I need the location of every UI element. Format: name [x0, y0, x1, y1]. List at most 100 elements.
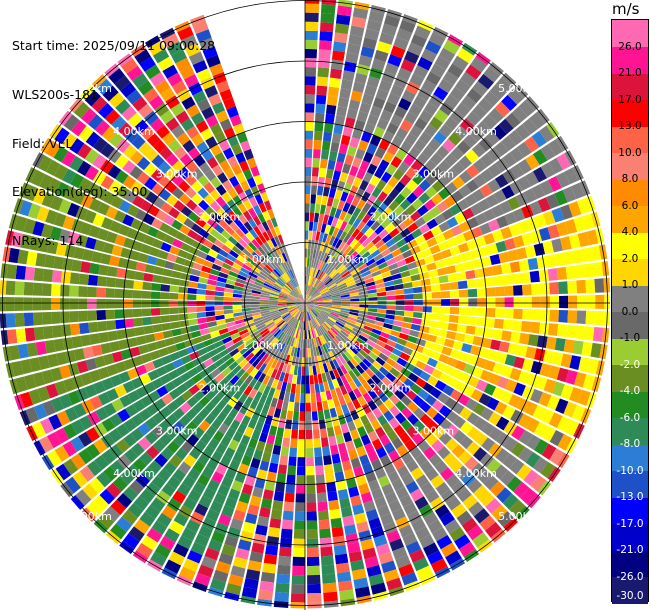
range-gate: [467, 478, 483, 494]
range-gate: [469, 127, 484, 142]
range-gate: [411, 518, 426, 532]
range-gate: [321, 274, 329, 283]
range-gate: [289, 392, 296, 403]
range-gate: [528, 334, 539, 347]
range-gate: [232, 336, 243, 344]
range-gate: [307, 276, 311, 286]
range-gate: [301, 303, 305, 312]
range-gate: [207, 479, 220, 492]
range-gate: [355, 474, 367, 486]
range-gate: [251, 290, 261, 295]
range-gate: [485, 308, 496, 318]
range-gate: [424, 340, 435, 350]
range-gate: [306, 556, 320, 567]
range-gate: [356, 406, 366, 418]
range-gate: [248, 254, 258, 263]
range-gate: [331, 526, 344, 538]
range-gate: [77, 160, 92, 176]
range-gate: [291, 429, 298, 439]
range-gate: [366, 194, 377, 206]
range-gate: [313, 212, 320, 223]
range-gate: [233, 315, 244, 321]
range-gate: [329, 286, 339, 292]
range-gate: [228, 361, 239, 371]
range-gate: [461, 95, 477, 111]
range-gate: [281, 274, 289, 283]
range-gate: [283, 501, 294, 512]
range-gate: [227, 187, 238, 199]
range-gate: [273, 329, 282, 338]
range-gate: [486, 243, 499, 255]
range-gate: [447, 322, 458, 332]
range-gate: [84, 209, 97, 224]
range-gate: [203, 373, 214, 384]
range-gate: [196, 306, 206, 312]
range-gate: [314, 249, 320, 260]
range-gate: [423, 255, 435, 265]
range-gate: [315, 103, 326, 114]
range-gate: [284, 354, 291, 365]
range-gate: [47, 353, 59, 368]
range-gate: [129, 346, 141, 358]
range-gate: [274, 340, 282, 350]
range-gate: [466, 412, 480, 426]
range-gate: [73, 246, 85, 260]
range-gate: [296, 303, 305, 307]
range-gate: [321, 309, 331, 314]
range-gate: [254, 335, 263, 344]
range-gate: [352, 157, 362, 169]
range-gate: [295, 384, 301, 394]
range-gate: [315, 392, 322, 403]
range-gate: [541, 443, 557, 460]
range-gate: [497, 511, 514, 528]
range-gate: [260, 294, 270, 299]
range-gate: [306, 538, 319, 549]
range-gate: [53, 164, 69, 181]
range-gate: [305, 130, 314, 140]
range-gate: [410, 350, 422, 360]
range-gate: [423, 364, 435, 375]
range-gate: [396, 357, 408, 367]
range-gate: [245, 365, 255, 375]
range-gate: [301, 294, 305, 303]
range-gate: [332, 300, 342, 303]
range-gate: [218, 139, 231, 152]
range-gate: [311, 290, 319, 298]
range-gate: [216, 344, 227, 353]
range-gate: [194, 572, 211, 587]
range-gate: [421, 312, 432, 320]
range-gate: [340, 79, 353, 91]
range-gate: [292, 411, 299, 421]
range-gate: [257, 213, 266, 224]
range-gate: [347, 420, 357, 432]
range-gate: [411, 366, 423, 377]
range-gate: [188, 384, 200, 396]
range-gate: [319, 382, 325, 393]
range-gate: [488, 442, 503, 458]
range-gate: [320, 149, 330, 160]
range-gate: [368, 304, 378, 309]
range-gate: [294, 310, 301, 319]
range-gate: [171, 187, 184, 200]
range-gate: [391, 437, 404, 450]
range-gate: [305, 299, 314, 303]
range-gate: [521, 232, 534, 246]
range-gate: [225, 279, 236, 286]
range-gate: [312, 291, 320, 298]
range-gate: [425, 40, 442, 55]
range-gate: [327, 380, 335, 391]
range-gate: [477, 97, 494, 113]
range-ring-label: 2.00km: [370, 210, 412, 223]
range-gate: [53, 212, 67, 228]
range-gate: [165, 153, 179, 167]
range-gate: [388, 262, 399, 271]
range-gate: [374, 224, 385, 235]
range-gate: [226, 344, 237, 353]
range-gate: [215, 253, 227, 263]
range-gate: [307, 275, 310, 286]
range-gate: [322, 252, 328, 262]
range-gate: [216, 319, 226, 326]
range-gate: [101, 417, 116, 433]
range-gate: [215, 286, 225, 292]
range-gate: [356, 445, 367, 458]
